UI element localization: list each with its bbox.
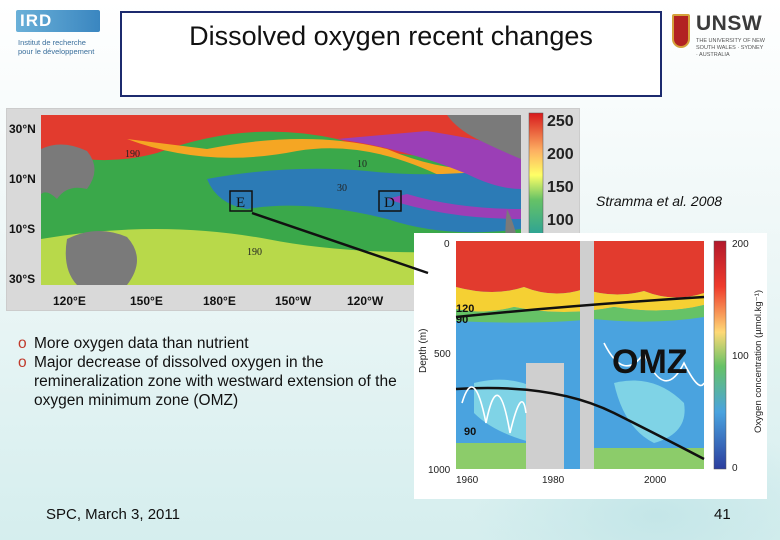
oxygen-timeseries-figure: 120 90 90 OMZ 0 500 1000 Depth (m) 1960 …: [414, 233, 767, 499]
ts-y-tick-1000: 1000: [428, 465, 451, 476]
unsw-logo-name: UNSW: [696, 12, 763, 35]
map-lon-label-180e: 180°E: [203, 294, 236, 308]
map-contour-label-4: 190: [247, 247, 262, 258]
ts-data-gap-2: [580, 241, 594, 469]
ird-subtitle-line1: Institut de recherche: [18, 38, 86, 47]
unsw-crest-icon: [672, 14, 690, 48]
ts-x-tick-1980: 1980: [542, 475, 565, 486]
page-title: Dissolved oxygen recent changes: [189, 21, 593, 51]
ts-colorbar-tick-100: 100: [732, 351, 749, 362]
ts-x-tick-1960: 1960: [456, 475, 479, 486]
map-colorbar-label-150: 150: [547, 179, 574, 196]
bullet-marker-icon: o: [18, 354, 27, 371]
bullet-item-2: o Major decrease of dissolved oxygen in …: [18, 353, 398, 410]
oxygen-timeseries-svg: 120 90 90 OMZ 0 500 1000 Depth (m) 1960 …: [418, 239, 764, 486]
ts-data-gap-1: [526, 363, 564, 469]
ts-colorbar-label: Oxygen concentration (µmol.kg⁻¹): [753, 290, 764, 433]
ts-x-tick-2000: 2000: [644, 475, 667, 486]
ts-contour-label-90-upper: 90: [456, 314, 468, 326]
ts-y-axis-label: Depth (m): [418, 329, 429, 373]
map-lon-label-120e: 120°E: [53, 294, 86, 308]
map-land-asia: [41, 144, 95, 199]
bullet-item-1: o More oxygen data than nutrient: [18, 334, 398, 353]
ts-contour-wiggle-1: [461, 386, 527, 434]
unsw-logo-subtitle: THE UNIVERSITY OF NEW SOUTH WALES · SYDN…: [696, 38, 765, 58]
ts-colorbar-tick-200: 200: [732, 239, 749, 250]
map-contour-label-1: 190: [125, 149, 140, 160]
map-mid-band-north: [127, 139, 521, 187]
map-box-e: [229, 190, 253, 212]
map-lon-label-150w: 150°W: [275, 294, 312, 308]
ts-lower-trend-line: [455, 386, 705, 461]
ird-logo-mark: IRD: [16, 10, 100, 32]
map-lat-label-30n: 30°N: [9, 122, 36, 136]
ts-contour-label-90-lower: 90: [464, 426, 476, 438]
ird-logo-subtitle: Institut de recherche pour le développem…: [18, 38, 128, 56]
map-colorbar: [528, 112, 544, 238]
map-lat-label-10n: 10°N: [9, 172, 36, 186]
map-contour-label-2: 10: [357, 159, 367, 170]
map-box-d: [378, 190, 402, 212]
unsw-logo: UNSW THE UNIVERSITY OF NEW SOUTH WALES ·…: [672, 10, 767, 58]
bullet-marker-icon: o: [18, 335, 27, 352]
bullet-list: o More oxygen data than nutrient o Major…: [18, 334, 398, 410]
map-omz-south: [387, 194, 521, 219]
map-lat-label-10s: 10°S: [9, 222, 35, 236]
map-colorbar-label-100: 100: [547, 212, 574, 229]
page-number: 41: [714, 506, 731, 523]
map-lon-label-120w: 120°W: [347, 294, 384, 308]
map-contour-label-3: 30: [337, 183, 347, 194]
ird-subtitle-line2: pour le développement: [18, 47, 95, 56]
map-land-america: [447, 115, 521, 159]
ird-logo: IRD Institut de recherche pour le dévelo…: [16, 10, 116, 60]
bullet-text-1: More oxygen data than nutrient: [34, 335, 249, 352]
ird-logo-letters: IRD: [20, 11, 53, 30]
ts-upper-trend-line: [455, 295, 705, 319]
map-colorbar-label-200: 200: [547, 146, 574, 163]
ts-contour-label-120: 120: [456, 303, 474, 315]
map-box-e-label: E: [236, 195, 245, 211]
ts-y-tick-500: 500: [434, 349, 451, 360]
map-land-australia: [65, 230, 137, 285]
map-omz-north: [337, 131, 521, 189]
bullet-text-2: Major decrease of dissolved oxygen in th…: [34, 354, 397, 409]
ts-bottom-layer-2: [594, 448, 704, 469]
map-lat-label-30s: 30°S: [9, 272, 35, 286]
map-box-d-label: D: [384, 195, 395, 211]
map-low-oxygen-tongue: [207, 167, 521, 233]
ts-bottom-layer-1: [456, 443, 526, 469]
ts-deep-patch-2: [614, 380, 685, 443]
map-colorbar-label-250: 250: [547, 113, 574, 130]
ts-y-tick-0: 0: [444, 239, 450, 250]
ts-contour-wiggle-2: [603, 342, 705, 387]
footer-event-date: SPC, March 3, 2011: [46, 506, 180, 523]
map-lon-label-150e: 150°E: [130, 294, 163, 308]
ts-colorbar-tick-0: 0: [732, 463, 738, 474]
title-box: Dissolved oxygen recent changes: [120, 11, 662, 97]
ts-colorbar: [713, 240, 727, 470]
citation: Stramma et al. 2008: [596, 193, 723, 209]
ts-omz-annotation: OMZ: [612, 343, 688, 381]
